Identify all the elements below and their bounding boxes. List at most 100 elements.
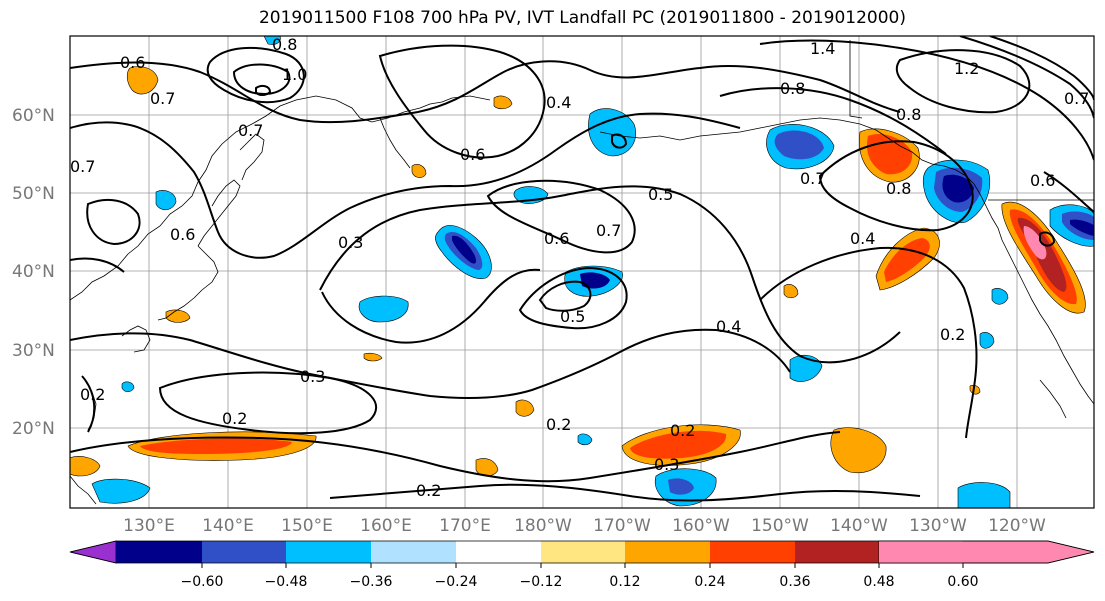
colorbar-tick-label: 0.12 [609, 574, 640, 590]
colorbar-tick-label: −0.48 [265, 574, 308, 590]
ivt-negative-patch [979, 332, 995, 349]
ivt-negative-patch [358, 295, 409, 323]
pv-contour-0.8 [719, 87, 947, 155]
lon-label-170e: 170°E [439, 516, 491, 536]
contour-label: 0.8 [780, 79, 805, 98]
colorbar-tick-label: −0.24 [435, 574, 478, 590]
ivt-positive-patch [363, 352, 383, 362]
pv-contour-0.2 [81, 375, 96, 433]
pv-contour-0.4 [759, 246, 978, 439]
pv-contour-0.7 [486, 179, 636, 254]
contour-label: 0.6 [544, 229, 569, 248]
pv-contour-0.8 [206, 46, 305, 104]
japan-honshu-outline [157, 245, 219, 321]
alaska-border [849, 40, 863, 119]
lon-label-160e: 160°E [360, 516, 412, 536]
pv-contour-0.8 [818, 140, 974, 232]
lon-label-130w: 130°W [909, 516, 967, 536]
colorbar-tick-label: −0.60 [181, 574, 224, 590]
ivt-positive-patch [1023, 226, 1047, 260]
contour-label: 0.3 [300, 367, 325, 386]
colorbar-swatch [456, 541, 541, 563]
lon-label-130e: 130°E [123, 516, 175, 536]
ivt-negative-patch [991, 288, 1009, 305]
contour-label: 0.7 [150, 89, 175, 108]
contour-label: 0.5 [560, 307, 585, 326]
lon-label-120w: 120°W [988, 516, 1046, 536]
ivt-positive-patch [630, 430, 727, 459]
ivt-positive-patch [884, 238, 930, 282]
colorbar-tick-label: 0.36 [779, 574, 810, 590]
contour-label: 0.8 [272, 35, 297, 54]
contour-label: 0.6 [170, 225, 195, 244]
ivt-positive-patch [411, 164, 427, 178]
pv-contour-0.6 [1043, 171, 1094, 213]
coastlines [70, 40, 1094, 505]
colorbar-swatch [541, 541, 625, 563]
pv-contour-1.0 [232, 63, 291, 96]
lon-label-160w: 160°W [672, 516, 730, 536]
contour-label: 0.6 [1030, 171, 1055, 190]
lat-label-60n: 60°N [12, 106, 55, 126]
colorbar-swatch [795, 541, 879, 563]
colorbar-tick-label: −0.12 [520, 574, 563, 590]
contour-label: 0.3 [338, 233, 363, 252]
colorbar-tick-label: 0.24 [694, 574, 725, 590]
colorbar-swatch [286, 541, 371, 563]
longitude-labels: 130°E 140°E 150°E 160°E 170°E 180°W 170°… [123, 516, 1046, 536]
pv-contour-0.3 [70, 328, 791, 399]
ivt-negative-patch [91, 478, 151, 504]
colorbar-swatch [116, 541, 202, 563]
contour-label: 0.7 [238, 121, 263, 140]
map-panel: 0.6 0.7 0.8 1.0 0.7 0.4 0.6 0.8 0.7 0.8 … [69, 35, 1095, 509]
contour-label: 0.7 [596, 221, 621, 240]
ivt-positive-patch [493, 95, 513, 110]
pv-contour-0.8 [611, 133, 628, 149]
contour-label: 0.3 [654, 455, 679, 474]
contour-label: 1.4 [810, 39, 835, 58]
map-frame [69, 35, 1095, 509]
contour-label: 0.8 [896, 105, 921, 124]
korea-outline [121, 325, 151, 353]
pv-contour-0.3 [70, 431, 841, 483]
lon-label-180w: 180°W [514, 516, 572, 536]
ivt-negative-patch [580, 272, 610, 289]
figure-title: 2019011500 F108 700 hPa PV, IVT Landfall… [258, 8, 906, 28]
colorbar-ticks: −0.60 −0.48 −0.36 −0.24 −0.12 0.12 0.24 … [181, 563, 979, 590]
contour-label: 0.5 [648, 185, 673, 204]
contour-label: 0.2 [670, 421, 695, 440]
ivt-negative-patch [942, 174, 974, 203]
ivt-negative-patch [452, 235, 477, 264]
pv-line-contours [70, 36, 1094, 502]
contour-label: 0.2 [546, 415, 571, 434]
ivt-negative-patch [1070, 219, 1094, 236]
pv-contour-0.4 [321, 268, 541, 344]
pv-contour-0.5 [518, 266, 628, 330]
contour-label: 1.2 [954, 59, 979, 78]
ivt-negative-patch [155, 190, 177, 211]
pv-contour-0.6 [70, 112, 741, 259]
ivt-positive-patch [830, 427, 887, 474]
lat-label-40n: 40°N [12, 262, 55, 282]
pv-contour-0.6 [538, 280, 592, 312]
colorbar-tick-label: −0.36 [350, 574, 393, 590]
lon-label-170w: 170°W [593, 516, 651, 536]
ivt-negative-patch [957, 482, 1011, 508]
colorbar: −0.60 −0.48 −0.36 −0.24 −0.12 0.12 0.24 … [69, 540, 1095, 590]
contour-label: 0.7 [1064, 89, 1089, 108]
ivt-negative-patch [588, 108, 636, 157]
baja-california-outline [1039, 379, 1067, 419]
pv-contour-0.7 [70, 60, 901, 124]
contour-label: 0.2 [416, 481, 441, 500]
ivt-filled-contours [70, 36, 1094, 508]
colorbar-swatch [202, 541, 286, 563]
kuril-kamchatka-outline [379, 117, 411, 169]
lat-label-20n: 20°N [12, 419, 55, 439]
pv-contour-1.0 [1039, 231, 1056, 247]
pv-contour-1.0 [759, 39, 1094, 161]
pv-contour-0.5 [319, 185, 901, 364]
pv-contour-0.2 [158, 371, 377, 435]
contour-label: 0.4 [546, 93, 571, 112]
ivt-negative-patch [668, 478, 694, 495]
